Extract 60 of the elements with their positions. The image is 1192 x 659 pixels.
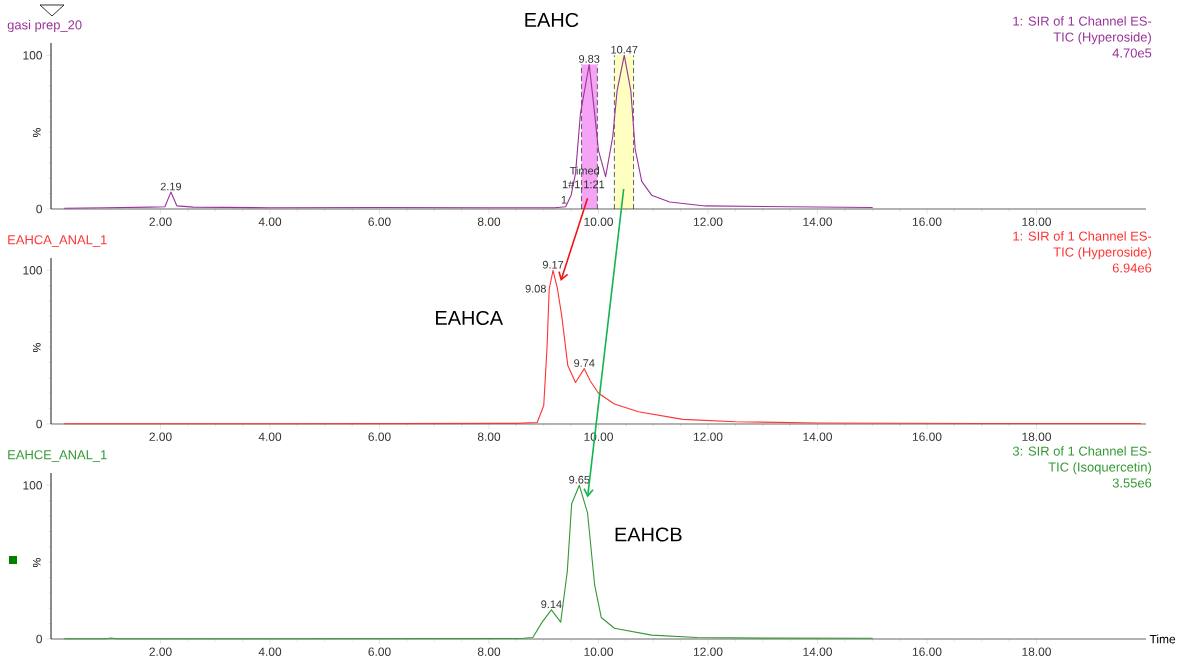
x-tick-label: 18.00 xyxy=(1022,217,1051,226)
x-tick-label: 2.00 xyxy=(149,217,172,226)
x-tick-label: 6.00 xyxy=(368,217,391,226)
x-tick-label: 4.00 xyxy=(258,217,282,226)
x-tick-label: 14.00 xyxy=(803,647,832,656)
line-series xyxy=(64,54,873,209)
annotation: 9.17 xyxy=(542,260,564,269)
line-series xyxy=(64,484,873,640)
x-tick-label: 12.00 xyxy=(693,217,723,226)
y-tick-label: 0 xyxy=(36,204,43,214)
chart-subtitle: 1: SIR of 1 Channel ES-TIC (Hyperoside) xyxy=(1013,231,1152,260)
text: EAHC xyxy=(525,12,579,27)
annotation: 2.19 xyxy=(160,182,182,191)
y-axis-title: % xyxy=(32,343,41,353)
y-tick-label: 100 xyxy=(23,266,43,275)
annotation: 9.74 xyxy=(574,359,595,367)
annotation: 9.14 xyxy=(541,600,562,609)
annotation: 9.65 xyxy=(569,475,590,484)
annotation: Timed xyxy=(569,166,600,175)
annotation: EAHCB xyxy=(615,527,682,542)
chart-title: gasi prep_20 xyxy=(7,19,82,33)
x-tick-label: 4.00 xyxy=(258,647,282,656)
x-tick-label: 18.00 xyxy=(1022,647,1051,656)
y-tick-label: 100 xyxy=(23,51,43,60)
x-tick-label: 14.00 xyxy=(803,217,832,226)
x-tick-label: 14.00 xyxy=(803,432,832,441)
x-tick-label: 16.00 xyxy=(912,647,942,656)
annotation: 10.47 xyxy=(611,45,638,54)
x-tick-label: 18.00 xyxy=(1022,432,1051,441)
x-axis-title: Time xyxy=(1149,634,1176,644)
annotation: 1 xyxy=(561,196,567,204)
x-tick-label: 10.00 xyxy=(584,647,613,656)
x-tick-label: 8.00 xyxy=(477,647,501,656)
annotation: 6.94e6 xyxy=(1112,263,1152,273)
y-axis-title: % xyxy=(32,128,41,138)
chart-title: EAHCE_ANAL_1 xyxy=(8,450,107,462)
annotation: 9.83 xyxy=(579,55,600,63)
y-tick-label: 0 xyxy=(36,634,43,644)
annotation: EAHCA xyxy=(436,310,504,325)
y-tick-label: 100 xyxy=(23,481,43,490)
x-tick-label: 6.00 xyxy=(368,647,391,656)
chart-subtitle: 3: SIR of 1 Channel ES-TIC (Isoquercetin) xyxy=(1012,446,1152,475)
x-tick-label: 6.00 xyxy=(368,432,391,441)
annotation: 9.08 xyxy=(525,284,546,293)
x-tick-label: 4.00 xyxy=(258,432,282,441)
chart-subtitle: 1: SIR of 1 Channel ES-TIC (Hyperoside) xyxy=(1013,16,1152,45)
x-tick-label: 2.00 xyxy=(149,647,172,656)
x-tick-label: 12.00 xyxy=(693,432,723,441)
x-tick-label: 16.00 xyxy=(912,432,942,441)
x-tick-label: 10.00 xyxy=(584,217,613,226)
x-tick-label: 8.00 xyxy=(477,432,501,441)
x-tick-label: 16.00 xyxy=(912,217,942,226)
x-tick-label: 8.00 xyxy=(477,217,501,226)
y-axis-title: % xyxy=(32,558,41,568)
annotation: 4.70e5 xyxy=(1112,48,1152,58)
annotation: 3.55e6 xyxy=(1112,478,1152,488)
chart-title: EAHCA_ANAL_1 xyxy=(8,235,107,247)
x-tick-label: 12.00 xyxy=(693,647,723,656)
x-tick-label: 2.00 xyxy=(149,432,172,441)
y-tick-label: 0 xyxy=(36,419,43,429)
